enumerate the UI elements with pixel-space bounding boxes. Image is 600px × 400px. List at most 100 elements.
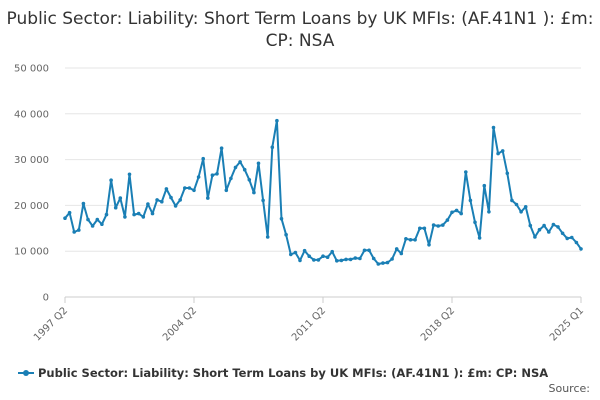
legend-label: Public Sector: Liability: Short Term Loa… <box>38 366 549 380</box>
data-point <box>441 223 445 227</box>
data-point <box>519 210 523 214</box>
data-point <box>307 254 312 258</box>
data-point <box>284 232 288 237</box>
data-point <box>256 161 261 166</box>
chart-title: Public Sector: Liability: Short Term Loa… <box>6 9 594 51</box>
x-axis-ticks: 1997 Q2 2004 Q2 2011 Q2 2018 Q2 2025 Q1 <box>32 305 586 343</box>
data-point <box>229 176 233 181</box>
data-point <box>247 178 252 182</box>
data-point <box>316 258 321 262</box>
data-point <box>344 257 348 262</box>
data-point <box>63 216 67 220</box>
data-point <box>233 165 238 170</box>
data-point <box>477 236 482 240</box>
data-point <box>565 236 569 241</box>
x-tick-label: 2025 Q1 <box>548 305 586 343</box>
data-point <box>242 167 247 172</box>
legend-swatch-icon <box>18 367 34 379</box>
data-point <box>289 252 293 257</box>
data-point <box>335 259 339 263</box>
data-point <box>252 190 256 195</box>
data-point <box>445 218 450 222</box>
y-tick-label: 50 000 <box>14 64 49 75</box>
data-point <box>136 211 141 216</box>
data-point <box>183 186 187 190</box>
data-point <box>270 145 275 149</box>
data-point <box>371 256 376 261</box>
x-axis <box>64 296 582 303</box>
data-point <box>450 210 454 215</box>
data-point <box>141 215 146 219</box>
data-point <box>72 230 76 234</box>
data-point <box>385 260 390 265</box>
data-point <box>418 226 422 231</box>
data-point <box>90 224 95 228</box>
y-tick-label: 0 <box>43 293 49 304</box>
data-point <box>542 223 546 228</box>
data-point <box>528 223 533 228</box>
source-label: Source: <box>548 382 591 395</box>
data-point <box>173 204 178 208</box>
legend[interactable]: Public Sector: Liability: Short Term Loa… <box>18 366 548 380</box>
data-point <box>109 178 113 182</box>
data-point <box>86 217 90 222</box>
x-tick-label: 2011 Q2 <box>290 305 328 343</box>
data-point <box>330 249 335 254</box>
data-point <box>118 196 123 200</box>
data-point <box>390 257 394 261</box>
data-point <box>454 208 459 213</box>
data-point <box>77 228 81 232</box>
y-tick-label: 30 000 <box>14 155 49 166</box>
data-point <box>265 235 270 239</box>
data-point <box>376 262 381 266</box>
data-point <box>123 215 127 219</box>
y-tick-label: 40 000 <box>14 109 49 120</box>
data-point <box>358 256 362 261</box>
data-point <box>362 248 367 253</box>
data-point <box>353 256 358 260</box>
data-point <box>459 211 464 216</box>
data-point <box>367 248 371 253</box>
data-point <box>206 196 210 200</box>
data-point <box>279 216 284 221</box>
data-point <box>468 198 473 203</box>
data-point <box>514 202 519 207</box>
data-point <box>500 149 505 153</box>
data-point <box>381 261 385 265</box>
data-point <box>238 160 242 164</box>
data-point <box>570 235 574 240</box>
x-tick-label: 2004 Q2 <box>161 305 199 343</box>
data-point <box>275 118 279 123</box>
y-tick-label: 20 000 <box>14 201 49 212</box>
data-point <box>579 247 583 251</box>
data-point <box>215 172 219 176</box>
data-point <box>394 247 399 251</box>
series-line <box>64 119 582 265</box>
data-point <box>404 237 408 241</box>
data-point <box>95 217 100 222</box>
data-point <box>487 210 491 214</box>
data-point <box>496 151 500 156</box>
data-point <box>556 225 560 229</box>
data-point <box>523 205 528 209</box>
data-point <box>505 171 510 176</box>
data-point <box>510 198 514 203</box>
data-point <box>67 210 72 215</box>
data-point <box>312 258 316 262</box>
data-point <box>422 226 427 231</box>
data-point <box>431 223 436 227</box>
data-point <box>178 198 182 202</box>
data-point <box>146 202 150 206</box>
data-point <box>132 212 136 217</box>
data-point <box>293 250 298 255</box>
y-tick-label: 10 000 <box>14 247 49 258</box>
data-point <box>224 188 229 193</box>
data-point <box>302 248 307 253</box>
data-point <box>196 175 201 179</box>
data-point <box>408 238 413 242</box>
data-point <box>100 222 104 226</box>
data-point <box>348 257 353 262</box>
data-point <box>81 201 86 206</box>
y-axis-ticks: 0 10 000 20 000 30 000 40 000 50 000 <box>14 64 49 304</box>
